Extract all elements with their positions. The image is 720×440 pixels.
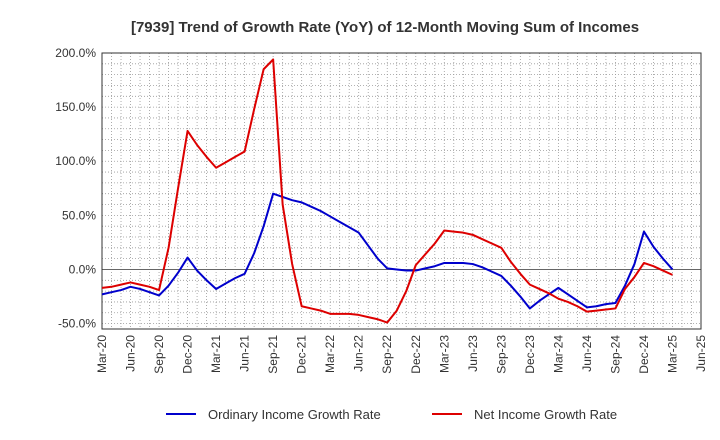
series-line-0 bbox=[101, 192, 674, 310]
y-tick-label: -50.0% bbox=[58, 317, 96, 331]
series-lines bbox=[101, 58, 674, 324]
y-tick-label: 150.0% bbox=[55, 100, 96, 114]
x-tick-label: Mar-23 bbox=[437, 335, 451, 373]
y-tick-label: 0.0% bbox=[69, 262, 97, 276]
legend: Ordinary Income Growth Rate Net Income G… bbox=[166, 407, 617, 422]
x-tick-label: Sep-21 bbox=[266, 335, 280, 374]
x-tick-label: Jun-20 bbox=[124, 335, 138, 372]
x-tick-label: Mar-20 bbox=[95, 335, 109, 373]
x-tick-label: Mar-22 bbox=[323, 335, 337, 373]
y-tick-label: 50.0% bbox=[62, 208, 96, 222]
x-tick-label: Jun-24 bbox=[580, 335, 594, 372]
x-tick-label: Dec-23 bbox=[523, 335, 537, 374]
x-tick-label: Sep-20 bbox=[152, 335, 166, 374]
y-tick-label: 100.0% bbox=[55, 154, 96, 168]
x-tick-label: Dec-21 bbox=[295, 335, 309, 374]
series-line-1 bbox=[101, 58, 673, 324]
x-tick-label: Jun-21 bbox=[238, 335, 252, 372]
x-tick-label: Dec-20 bbox=[181, 335, 195, 374]
x-tick-label: Dec-22 bbox=[409, 335, 423, 374]
x-tick-label: Mar-25 bbox=[665, 335, 679, 373]
x-tick-label: Sep-23 bbox=[494, 335, 508, 374]
x-tick-label: Sep-24 bbox=[608, 335, 622, 374]
x-tick-label: Sep-22 bbox=[380, 335, 394, 374]
x-tick-label: Jun-23 bbox=[466, 335, 480, 372]
x-axis-tick-labels: Mar-20 Jun-20 Sep-20 Dec-20 Mar-21 Jun-21 Sep-… bbox=[95, 335, 708, 374]
y-axis-tick-labels: -50.0% 0.0% 50.0% 100.0% 150.0% 200.0% bbox=[55, 46, 96, 331]
chart-title: [7939] Trend of Growth Rate (YoY) of 12-… bbox=[131, 19, 639, 36]
x-tick-label: Jun-25 bbox=[694, 335, 708, 372]
x-tick-label: Mar-24 bbox=[551, 335, 565, 373]
grid bbox=[101, 52, 702, 329]
x-tick-label: Dec-24 bbox=[637, 335, 651, 374]
plot-area bbox=[101, 52, 702, 330]
x-tick-label: Mar-21 bbox=[209, 335, 223, 373]
x-tick-label: Jun-22 bbox=[352, 335, 366, 372]
y-tick-label: 200.0% bbox=[55, 46, 96, 60]
legend-label-net-income: Net Income Growth Rate bbox=[474, 407, 617, 422]
legend-label-ordinary-income: Ordinary Income Growth Rate bbox=[208, 407, 381, 422]
